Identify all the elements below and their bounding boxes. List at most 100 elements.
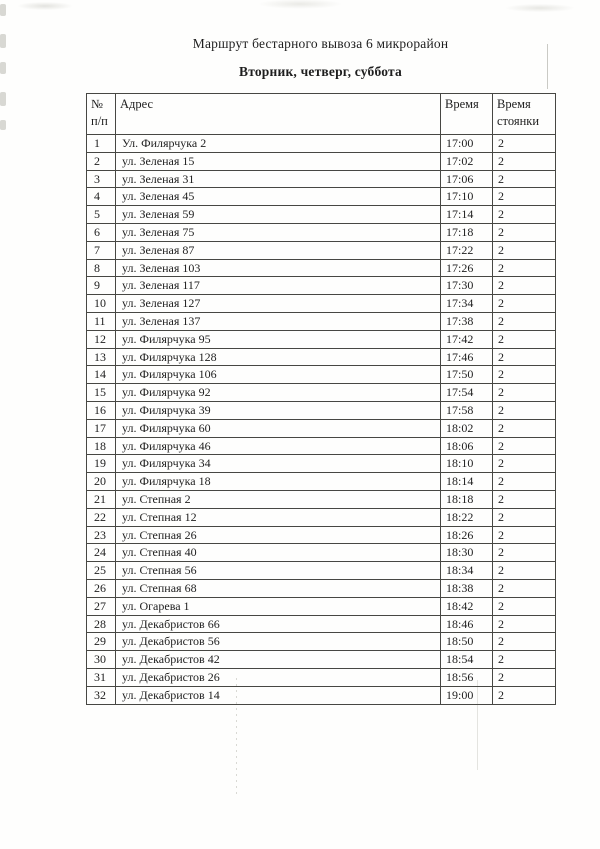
- table-row: 28 ул. Декабристов 66 18:46 2: [86, 614, 556, 634]
- cell-address: ул. Степная 68: [115, 578, 441, 598]
- cell-stop: 2: [492, 472, 556, 491]
- cell-stop: 2: [492, 650, 556, 669]
- cell-stop: 2: [492, 205, 556, 224]
- table-row: 4 ул. Зеленая 45 17:10 2: [86, 187, 556, 207]
- cell-time: 18:26: [440, 525, 493, 545]
- cell-address: ул. Степная 56: [115, 561, 441, 580]
- cell-num: 9: [86, 276, 116, 296]
- cell-time: 17:38: [440, 311, 493, 331]
- cell-num: 22: [86, 507, 116, 527]
- table-row: 16 ул. Филярчука 39 17:58 2: [86, 400, 556, 420]
- header-row: № п/п Адрес Время Время стоянки: [86, 93, 556, 135]
- cell-address: ул. Степная 12: [115, 507, 441, 527]
- cell-stop: 2: [492, 596, 556, 616]
- cell-time: 17:02: [440, 151, 493, 171]
- cell-address: ул. Декабристов 14: [115, 685, 441, 705]
- cell-time: 18:50: [440, 632, 493, 652]
- scan-edge-mark: [0, 34, 6, 48]
- table-row: 12 ул. Филярчука 95 17:42 2: [86, 329, 556, 349]
- table-row: 31 ул. Декабристов 26 18:56 2: [86, 667, 556, 687]
- table-row: 1 Ул. Филярчука 2 17:00 2: [86, 134, 556, 153]
- cell-num: 15: [86, 383, 116, 402]
- cell-address: ул. Степная 40: [115, 543, 441, 563]
- cell-time: 19:00: [440, 685, 493, 705]
- table-row: 19 ул. Филярчука 34 18:10 2: [86, 454, 556, 474]
- cell-stop: 2: [492, 507, 556, 527]
- table-row: 7 ул. Зеленая 87 17:22 2: [86, 240, 556, 260]
- cell-address: ул. Зеленая 117: [115, 276, 441, 296]
- cell-address: ул. Зеленая 127: [115, 294, 441, 313]
- cell-address: ул. Зеленая 15: [115, 151, 441, 171]
- cell-stop: 2: [492, 543, 556, 563]
- cell-num: 24: [86, 543, 116, 563]
- table-row: 23 ул. Степная 26 18:26 2: [86, 525, 556, 545]
- cell-num: 8: [86, 258, 116, 278]
- scan-edge-mark: [0, 62, 6, 74]
- cell-num: 21: [86, 489, 116, 509]
- cell-time: 17:34: [440, 294, 493, 313]
- cell-time: 18:18: [440, 489, 493, 509]
- scan-artifact-line: [547, 44, 548, 89]
- cell-time: 17:58: [440, 400, 493, 420]
- cell-stop: 2: [492, 276, 556, 296]
- cell-num: 3: [86, 169, 116, 189]
- cell-stop: 2: [492, 240, 556, 260]
- cell-address: ул. Филярчука 46: [115, 436, 441, 456]
- table-row: 24 ул. Степная 40 18:30 2: [86, 543, 556, 563]
- cell-time: 17:30: [440, 276, 493, 296]
- cell-stop: 2: [492, 561, 556, 580]
- cell-time: 17:14: [440, 205, 493, 224]
- cell-num: 1: [86, 134, 116, 153]
- cell-num: 29: [86, 632, 116, 652]
- cell-address: ул. Филярчука 39: [115, 400, 441, 420]
- cell-stop: 2: [492, 685, 556, 705]
- cell-address: ул. Зеленая 75: [115, 222, 441, 242]
- cell-stop: 2: [492, 169, 556, 189]
- table-row: 10 ул. Зеленая 127 17:34 2: [86, 294, 556, 313]
- table-row: 5 ул. Зеленая 59 17:14 2: [86, 205, 556, 224]
- cell-address: ул. Зеленая 137: [115, 311, 441, 331]
- cell-stop: 2: [492, 294, 556, 313]
- cell-address: ул. Филярчука 18: [115, 472, 441, 491]
- table-row: 27 ул. Огарева 1 18:42 2: [86, 596, 556, 616]
- cell-stop: 2: [492, 489, 556, 509]
- cell-time: 17:10: [440, 187, 493, 207]
- cell-time: 18:06: [440, 436, 493, 456]
- cell-num: 26: [86, 578, 116, 598]
- cell-stop: 2: [492, 311, 556, 331]
- header-time: Время: [440, 93, 493, 135]
- cell-address: ул. Декабристов 26: [115, 667, 441, 687]
- cell-num: 31: [86, 667, 116, 687]
- table-row: 3 ул. Зеленая 31 17:06 2: [86, 169, 556, 189]
- cell-address: ул. Филярчука 106: [115, 365, 441, 385]
- scan-edge-mark: [0, 92, 6, 106]
- header-address: Адрес: [115, 93, 441, 135]
- cell-stop: 2: [492, 578, 556, 598]
- cell-stop: 2: [492, 667, 556, 687]
- cell-stop: 2: [492, 365, 556, 385]
- cell-address: ул. Зеленая 45: [115, 187, 441, 207]
- cell-address: ул. Декабристов 56: [115, 632, 441, 652]
- cell-address: ул. Филярчука 128: [115, 347, 441, 367]
- cell-stop: 2: [492, 329, 556, 349]
- cell-num: 12: [86, 329, 116, 349]
- cell-time: 18:22: [440, 507, 493, 527]
- cell-time: 17:18: [440, 222, 493, 242]
- cell-time: 17:22: [440, 240, 493, 260]
- table-row: 15 ул. Филярчука 92 17:54 2: [86, 383, 556, 402]
- table-row: 32 ул. Декабристов 14 19:00 2: [86, 685, 556, 705]
- table-row: 26 ул. Степная 68 18:38 2: [86, 578, 556, 598]
- cell-time: 17:54: [440, 383, 493, 402]
- cell-stop: 2: [492, 454, 556, 474]
- cell-stop: 2: [492, 187, 556, 207]
- cell-stop: 2: [492, 383, 556, 402]
- cell-num: 2: [86, 151, 116, 171]
- cell-address: ул. Степная 2: [115, 489, 441, 509]
- table-row: 11 ул. Зеленая 137 17:38 2: [86, 311, 556, 331]
- schedule-table: № п/п Адрес Время Время стоянки 1 Ул. Фил…: [86, 93, 556, 705]
- cell-stop: 2: [492, 151, 556, 171]
- cell-time: 18:38: [440, 578, 493, 598]
- cell-stop: 2: [492, 258, 556, 278]
- cell-num: 6: [86, 222, 116, 242]
